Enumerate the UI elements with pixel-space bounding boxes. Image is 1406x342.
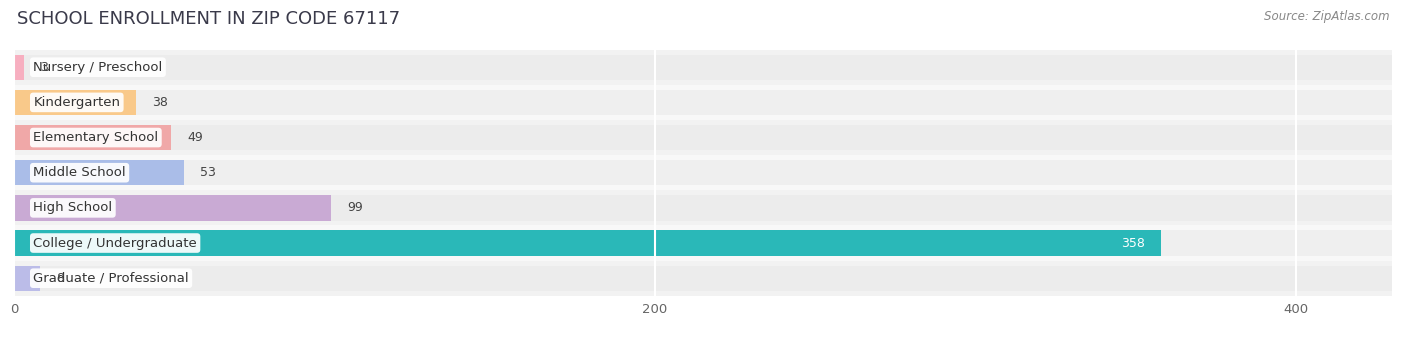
Bar: [14, 231, 1392, 256]
Bar: [14, 231, 1161, 256]
Bar: [14, 55, 24, 80]
Bar: [14, 155, 1392, 190]
Bar: [14, 90, 1392, 115]
Text: 53: 53: [200, 166, 215, 179]
Text: 99: 99: [347, 201, 363, 214]
Text: Kindergarten: Kindergarten: [34, 96, 121, 109]
Text: 49: 49: [187, 131, 202, 144]
Text: Source: ZipAtlas.com: Source: ZipAtlas.com: [1264, 10, 1389, 23]
Text: SCHOOL ENROLLMENT IN ZIP CODE 67117: SCHOOL ENROLLMENT IN ZIP CODE 67117: [17, 10, 399, 28]
Text: Graduate / Professional: Graduate / Professional: [34, 272, 188, 285]
Bar: [14, 160, 184, 185]
Bar: [14, 90, 136, 115]
Text: 8: 8: [56, 272, 63, 285]
Bar: [14, 50, 1392, 85]
Text: Elementary School: Elementary School: [34, 131, 159, 144]
Bar: [14, 125, 1392, 150]
Text: College / Undergraduate: College / Undergraduate: [34, 237, 197, 250]
Text: 358: 358: [1122, 237, 1146, 250]
Text: 3: 3: [39, 61, 48, 74]
Text: Nursery / Preschool: Nursery / Preschool: [34, 61, 163, 74]
Text: Middle School: Middle School: [34, 166, 127, 179]
Bar: [14, 195, 1392, 221]
Bar: [14, 261, 1392, 296]
Bar: [14, 195, 332, 221]
Text: High School: High School: [34, 201, 112, 214]
Bar: [14, 120, 1392, 155]
Bar: [14, 55, 1392, 80]
Bar: [14, 225, 1392, 261]
Bar: [14, 125, 172, 150]
Bar: [14, 265, 39, 291]
Text: 38: 38: [152, 96, 167, 109]
Bar: [14, 85, 1392, 120]
Bar: [14, 190, 1392, 225]
Bar: [14, 160, 1392, 185]
Bar: [14, 265, 1392, 291]
